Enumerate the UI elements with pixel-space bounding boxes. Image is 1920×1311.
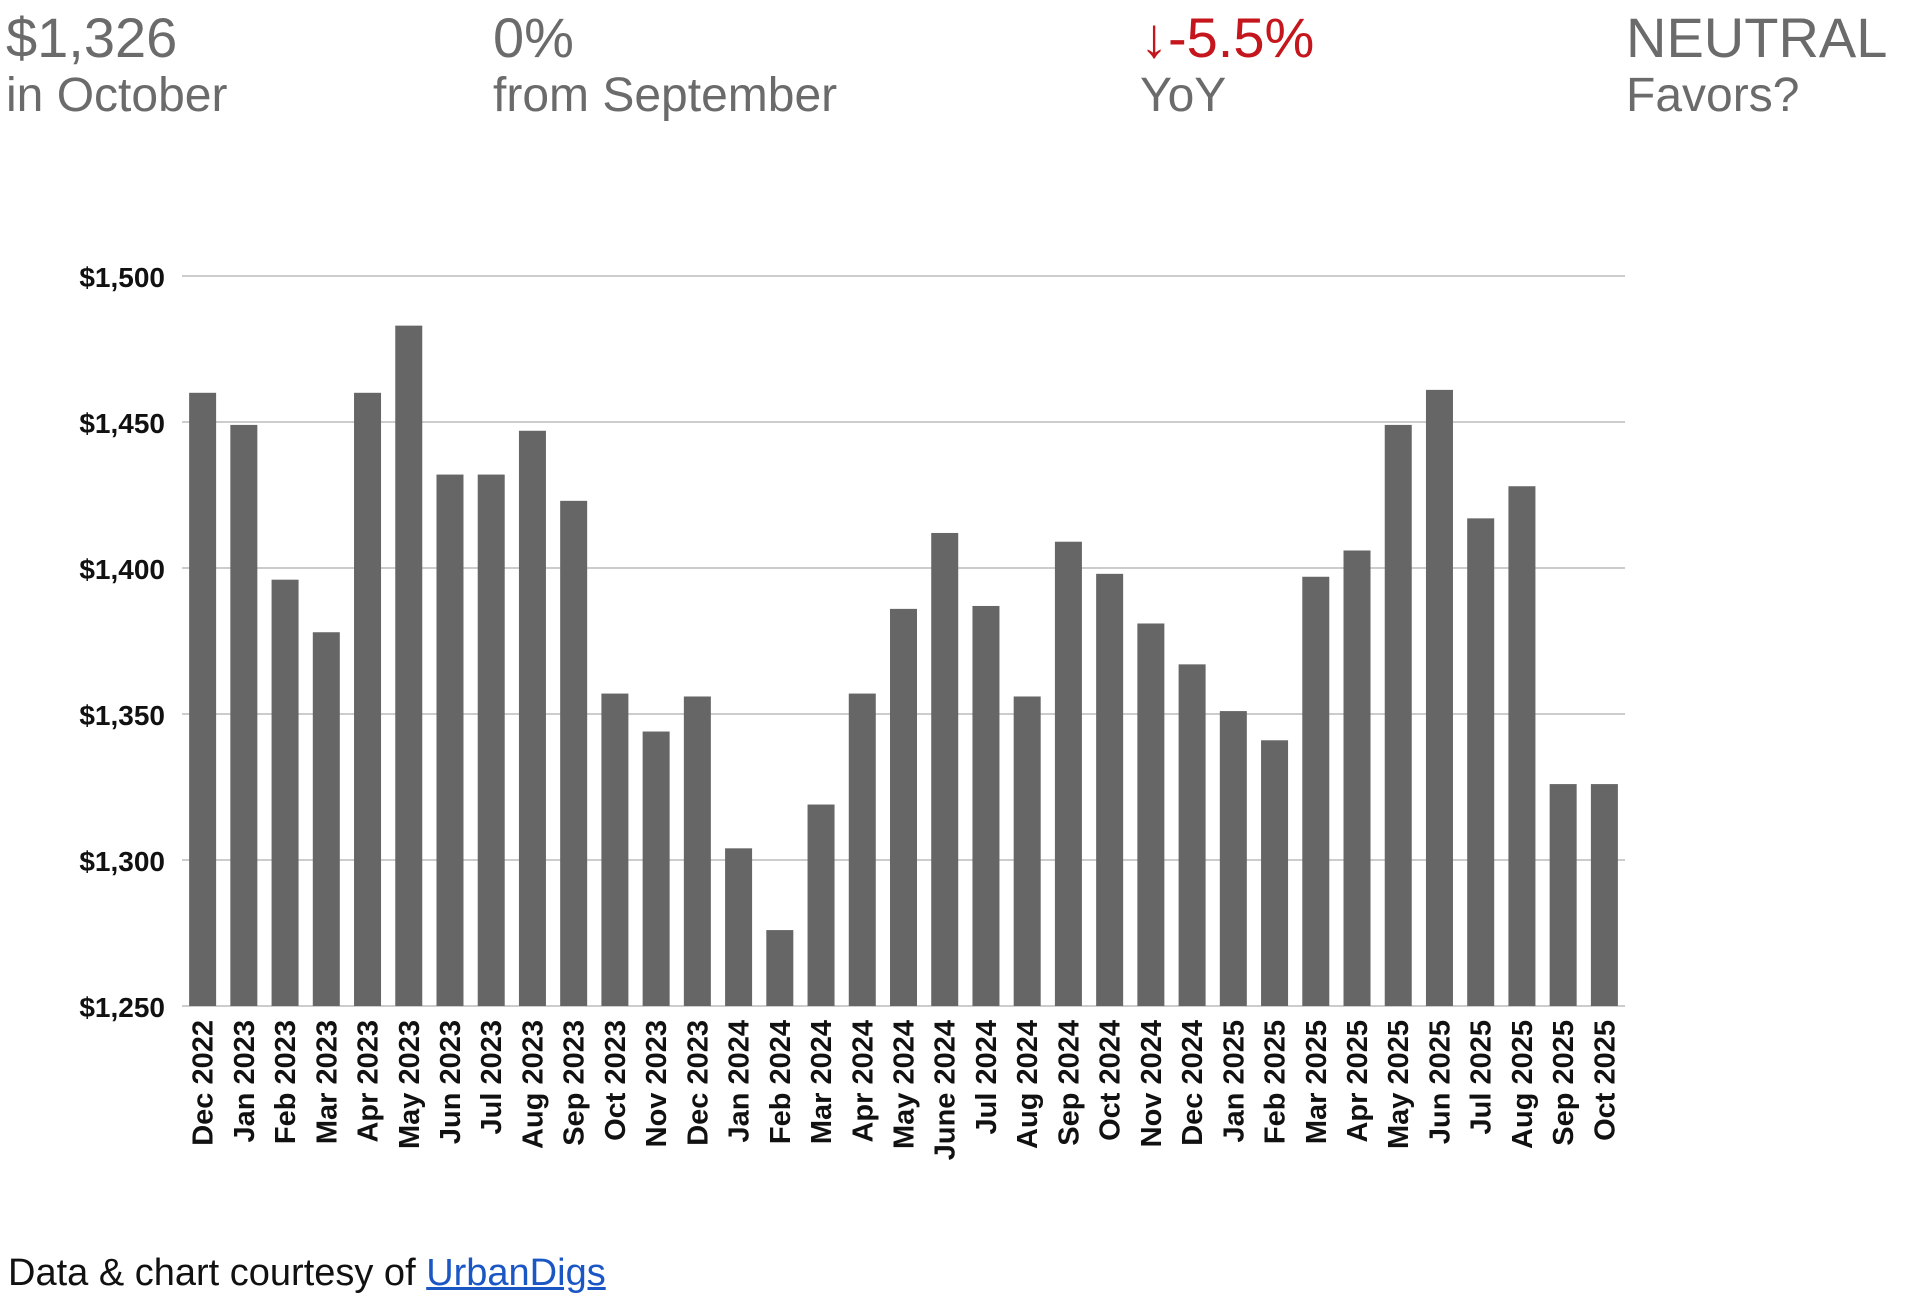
- x-tick-label: Nov 2023: [641, 1020, 673, 1147]
- x-tick-label: Jul 2024: [971, 1020, 1003, 1134]
- x-tick-label: Feb 2024: [765, 1020, 797, 1144]
- x-tick-label: Jul 2025: [1466, 1020, 1498, 1134]
- x-tick-label: Aug 2025: [1507, 1020, 1539, 1149]
- bar: [807, 804, 835, 1006]
- x-tick-label: Feb 2023: [270, 1020, 302, 1144]
- x-tick-label: Apr 2025: [1342, 1020, 1374, 1143]
- footer-credit: Data & chart courtesy of UrbanDigs: [8, 1252, 606, 1295]
- bar: [354, 392, 382, 1006]
- bar: [1302, 576, 1330, 1006]
- x-tick-label: Jan 2023: [229, 1020, 261, 1143]
- bar: [601, 693, 629, 1006]
- stat-price-label: in October: [6, 69, 228, 122]
- y-tick-label: $1,400: [79, 554, 165, 585]
- x-tick-label: Dec 2023: [682, 1020, 714, 1146]
- x-tick-label: Aug 2024: [1012, 1020, 1044, 1149]
- bar: [312, 632, 340, 1006]
- x-tick-label: Sep 2025: [1548, 1020, 1580, 1146]
- arrow-down-icon: ↓: [1140, 6, 1168, 69]
- bar: [725, 848, 753, 1006]
- stat-yoy-value: ↓-5.5%: [1140, 8, 1314, 68]
- bar: [518, 430, 546, 1006]
- x-tick-label: Mar 2024: [806, 1020, 838, 1144]
- x-tick-label: Aug 2023: [517, 1020, 549, 1149]
- x-tick-label: Jun 2023: [435, 1020, 467, 1144]
- bar: [395, 325, 423, 1006]
- x-tick-label: Oct 2023: [600, 1020, 632, 1141]
- x-tick-label: Oct 2024: [1095, 1020, 1127, 1141]
- y-tick-label: $1,250: [79, 992, 165, 1023]
- bar: [436, 474, 464, 1006]
- stat-price-value: $1,326: [6, 6, 178, 69]
- x-tick-label: Mar 2025: [1301, 1020, 1333, 1144]
- bar: [1013, 696, 1041, 1006]
- x-tick-label: Jan 2025: [1218, 1020, 1250, 1143]
- bar: [1137, 623, 1165, 1006]
- bar: [931, 532, 959, 1006]
- x-tick-label: Oct 2025: [1589, 1020, 1621, 1141]
- x-tick-label: Feb 2025: [1260, 1020, 1292, 1144]
- x-tick-label: Jun 2025: [1424, 1020, 1456, 1144]
- bar: [1054, 541, 1082, 1006]
- x-tick-label: Jan 2024: [724, 1020, 756, 1143]
- stat-yoy: ↓-5.5% YoY: [1140, 8, 1314, 124]
- bar: [642, 731, 670, 1006]
- bar: [1425, 389, 1453, 1006]
- x-tick-label: Nov 2024: [1136, 1020, 1168, 1147]
- x-tick-label: Apr 2023: [353, 1020, 385, 1143]
- x-tick-label: Dec 2022: [188, 1020, 220, 1146]
- x-tick-label: Sep 2024: [1053, 1020, 1085, 1146]
- stat-favors: NEUTRAL Favors?: [1626, 8, 1887, 124]
- bar: [1096, 573, 1124, 1006]
- bar: [189, 392, 217, 1006]
- stat-month-change-value: 0%: [493, 6, 574, 69]
- bar-chart: $1,250 $1,300 $1,350 $1,400 $1,450 $1,500 Dec …: [79, 262, 1625, 1160]
- y-tick-label: $1,300: [79, 846, 165, 877]
- y-tick-label: $1,500: [79, 262, 165, 293]
- bar: [1178, 664, 1206, 1006]
- x-tick-label: Sep 2023: [559, 1020, 591, 1146]
- bar: [1508, 486, 1536, 1006]
- bar: [1261, 740, 1289, 1006]
- y-tick-label: $1,350: [79, 700, 165, 731]
- bar: [1590, 784, 1618, 1006]
- stat-yoy-number: -5.5%: [1168, 6, 1315, 69]
- bar: [560, 500, 588, 1006]
- bar: [1219, 711, 1247, 1006]
- x-tick-label: May 2024: [889, 1020, 921, 1149]
- stat-month-change-label: from September: [493, 69, 838, 122]
- y-tick-label: $1,450: [79, 408, 165, 439]
- bar: [683, 696, 711, 1006]
- bar: [766, 930, 794, 1006]
- x-tick-label: June 2024: [930, 1020, 962, 1160]
- bar: [230, 424, 258, 1006]
- bar: [1549, 784, 1577, 1006]
- stat-favors-label: Favors?: [1626, 69, 1800, 122]
- bar: [1467, 518, 1495, 1006]
- bar: [1384, 424, 1412, 1006]
- x-tick-label: Apr 2024: [847, 1020, 879, 1143]
- urbandigs-link[interactable]: UrbanDigs: [426, 1252, 606, 1294]
- footer-text: Data & chart courtesy of: [8, 1252, 427, 1294]
- x-tick-label: Mar 2023: [311, 1020, 343, 1144]
- bar: [1343, 550, 1371, 1006]
- stat-favors-value: NEUTRAL: [1626, 6, 1888, 69]
- bar: [271, 579, 299, 1006]
- bar: [972, 605, 1000, 1006]
- x-tick-label: May 2023: [394, 1020, 426, 1149]
- stat-price: $1,326 in October: [6, 8, 227, 124]
- bar: [890, 608, 917, 1006]
- x-tick-label: Dec 2024: [1177, 1020, 1209, 1146]
- x-tick-label: Jul 2023: [476, 1020, 508, 1134]
- stat-month-change: 0% from September: [493, 8, 837, 124]
- x-tick-label: May 2025: [1383, 1020, 1415, 1149]
- bar: [848, 693, 876, 1006]
- bar: [477, 474, 505, 1006]
- stat-yoy-label: YoY: [1140, 69, 1227, 122]
